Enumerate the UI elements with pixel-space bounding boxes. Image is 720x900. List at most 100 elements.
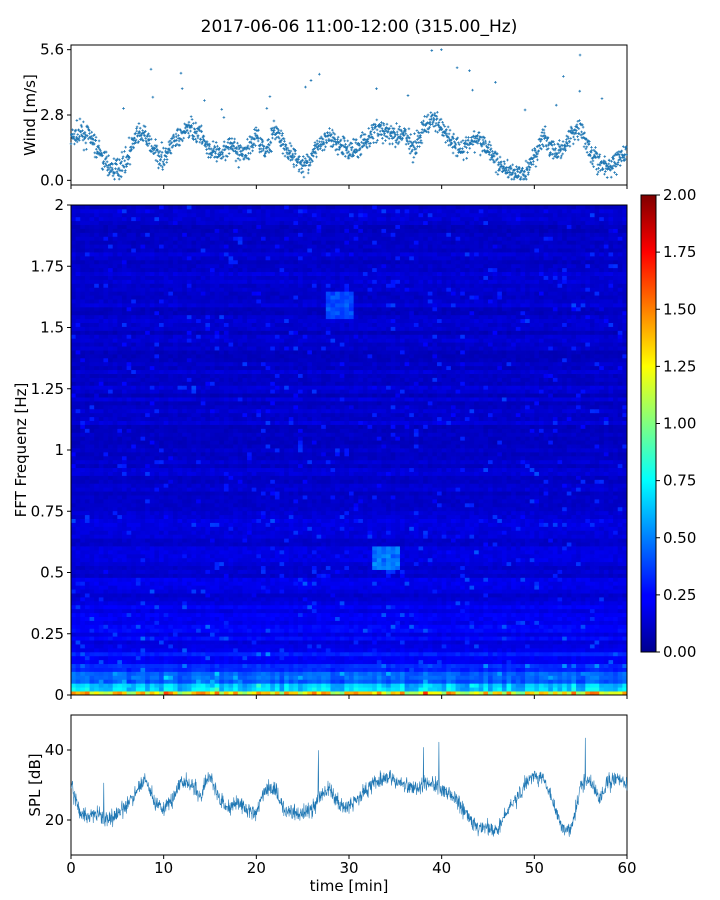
spectrogram-cell (469, 663, 475, 668)
spectrogram-cell (330, 593, 336, 598)
spectrogram-cell (75, 608, 81, 614)
spectrogram-cell (423, 659, 429, 665)
spectrogram-cell (335, 663, 341, 668)
spectrogram-cell (386, 687, 392, 692)
wind-point (140, 136, 144, 140)
spectrogram-cell (256, 628, 262, 633)
spectrogram-cell (237, 675, 243, 680)
spectrogram-cell (159, 659, 165, 665)
spectrogram-cell (594, 608, 600, 614)
spectrogram-cell (293, 640, 299, 645)
spectrogram-cell (571, 659, 577, 665)
spectrogram-cell (135, 651, 141, 657)
spectrogram-cell (464, 647, 470, 653)
spectrogram-cell (511, 624, 517, 629)
spectrogram-cell (483, 593, 489, 598)
spectrogram-cell (390, 636, 396, 641)
spectrogram-cell (89, 636, 95, 641)
spectrogram-cell (135, 620, 141, 625)
spectrogram-cell (492, 612, 498, 617)
spectrogram-cell (307, 608, 313, 614)
spectrogram-cell (427, 659, 433, 665)
spectrogram-cell (594, 679, 600, 684)
spectrogram-cell (353, 683, 359, 688)
spectrogram-cell (233, 655, 239, 661)
wind-point (76, 133, 80, 136)
spectrogram-cell (557, 632, 563, 637)
wind-point (159, 158, 162, 161)
wind-point (90, 130, 93, 134)
spectrogram-cell (145, 687, 151, 692)
spectrogram-cell (182, 655, 188, 661)
spectrogram-cell (117, 589, 123, 594)
wind-point (78, 138, 81, 142)
wind-point (189, 129, 192, 133)
spectrogram-cell (219, 632, 225, 637)
spectrogram-cell (390, 624, 396, 629)
spectrogram-cell (455, 663, 461, 668)
spectrogram-cell (298, 679, 304, 684)
spectrogram-cell (557, 612, 563, 617)
spectrogram-cell (390, 597, 396, 602)
spectrogram-cell (432, 600, 438, 606)
spectrogram-cell (589, 647, 595, 653)
spectrogram-cell (219, 608, 225, 614)
spectrogram-cell (196, 687, 202, 692)
spectrogram-cell (585, 687, 591, 692)
spectrogram-cell (413, 644, 419, 649)
spectrogram-cell (450, 597, 456, 602)
spectrogram-cell (413, 659, 419, 665)
spectrogram-cell (585, 659, 591, 665)
spectrogram-cell (284, 655, 290, 661)
spectrogram-cell (367, 608, 373, 614)
spectrogram-cell (186, 659, 192, 665)
spectrogram-cell (182, 604, 188, 610)
spectrogram-cell (219, 683, 225, 688)
spectrogram-cell (608, 612, 614, 617)
spectrogram-cell (492, 616, 498, 621)
spectrogram-cell (506, 655, 512, 661)
spectrogram-cell (497, 679, 503, 684)
spectrogram-cell (488, 620, 494, 625)
spectrogram-cell (228, 636, 234, 641)
spectrogram-cell (395, 651, 401, 657)
spectrogram-cell (613, 616, 619, 621)
spectrogram-cell (534, 647, 540, 653)
spectrogram-cell (247, 647, 253, 653)
spectrogram-cell (200, 655, 206, 661)
spectrogram-cell (325, 636, 331, 641)
spectrogram-cell (191, 640, 197, 645)
spectrogram-cell (316, 683, 322, 688)
spectrogram-cell (562, 675, 568, 680)
spectrogram-cell (117, 683, 123, 688)
spectrogram-cell (344, 636, 350, 641)
spectrogram-cell (404, 683, 410, 688)
spectrogram-cell (492, 663, 498, 668)
spectrogram-cell (450, 632, 456, 637)
spectrogram-cell (534, 671, 540, 676)
spectrogram-cell (117, 659, 123, 665)
spectrogram-cell (112, 679, 118, 684)
wind-point (81, 129, 84, 132)
spectrogram-cell (497, 624, 503, 629)
spectrogram-cell (228, 644, 234, 649)
spectrogram-cell (237, 679, 243, 684)
spectrogram-cell (89, 647, 95, 653)
spectrogram-cell (84, 644, 90, 649)
spectrogram-cell (75, 667, 81, 672)
wind-point (122, 107, 125, 110)
spectrogram-cell (488, 679, 494, 684)
spectrogram-cell (501, 632, 507, 637)
spectrogram-cell (413, 671, 419, 676)
spectrogram-cell (335, 679, 341, 684)
spectrogram-cell (460, 683, 466, 688)
spectrogram-cell (399, 663, 405, 668)
spectrogram-cell (506, 675, 512, 680)
spectrogram-cell (562, 608, 568, 614)
spectrogram-cell (321, 608, 327, 614)
spectrogram-cell (446, 651, 452, 657)
spectrogram-cell (520, 651, 526, 657)
spectrogram-cell (525, 628, 531, 633)
spectrogram-cell (279, 628, 285, 633)
spectrogram-cell (349, 636, 355, 641)
